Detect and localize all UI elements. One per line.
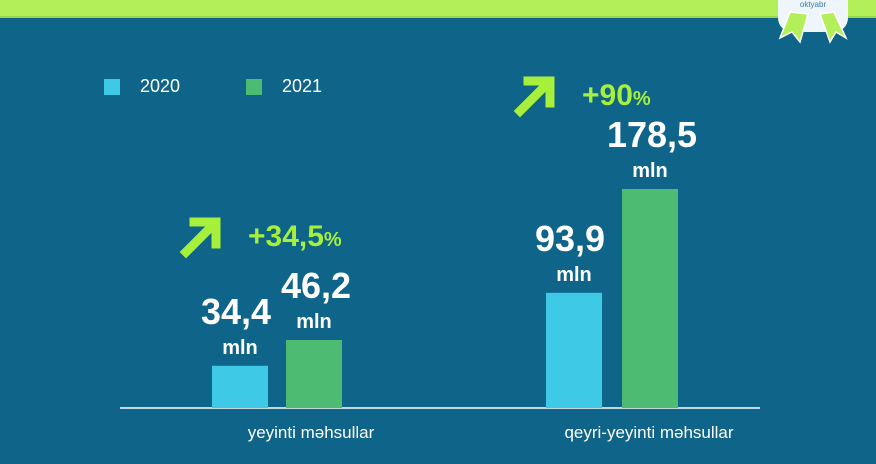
header-band: [0, 0, 876, 18]
bar-2020-1: [546, 292, 602, 408]
value-label: 93,9: [535, 218, 605, 259]
unit-label: mln: [296, 311, 332, 333]
value-label: 46,2: [281, 265, 351, 306]
bar-2020-0: [212, 365, 268, 408]
value-label: 34,4: [201, 291, 271, 332]
bar-2021-1: [622, 189, 678, 408]
unit-label: mln: [632, 160, 668, 182]
badge-text: oktyabr: [799, 0, 827, 9]
category-label: yeyinti məhsullar: [248, 423, 375, 442]
growth-label: +34,5%: [248, 220, 342, 253]
category-label: qeyri-yeyinti məhsullar: [564, 423, 733, 442]
legend-2021: 2021: [246, 76, 322, 97]
bar-2021-0: [286, 340, 342, 408]
growth-arrow-icon: [513, 76, 555, 118]
growth-arrow-icon: [179, 217, 221, 259]
unit-label: mln: [222, 337, 258, 359]
value-label: 178,5: [607, 114, 697, 155]
legend-label-2021: 2021: [282, 76, 323, 96]
growth-label: +90%: [582, 79, 651, 112]
legend-label-2020: 2020: [140, 76, 181, 96]
unit-label: mln: [556, 264, 592, 286]
legend-swatch-2021: [246, 78, 262, 95]
legend-swatch-2020: [104, 78, 120, 95]
legend-2020: 2020: [104, 76, 180, 97]
